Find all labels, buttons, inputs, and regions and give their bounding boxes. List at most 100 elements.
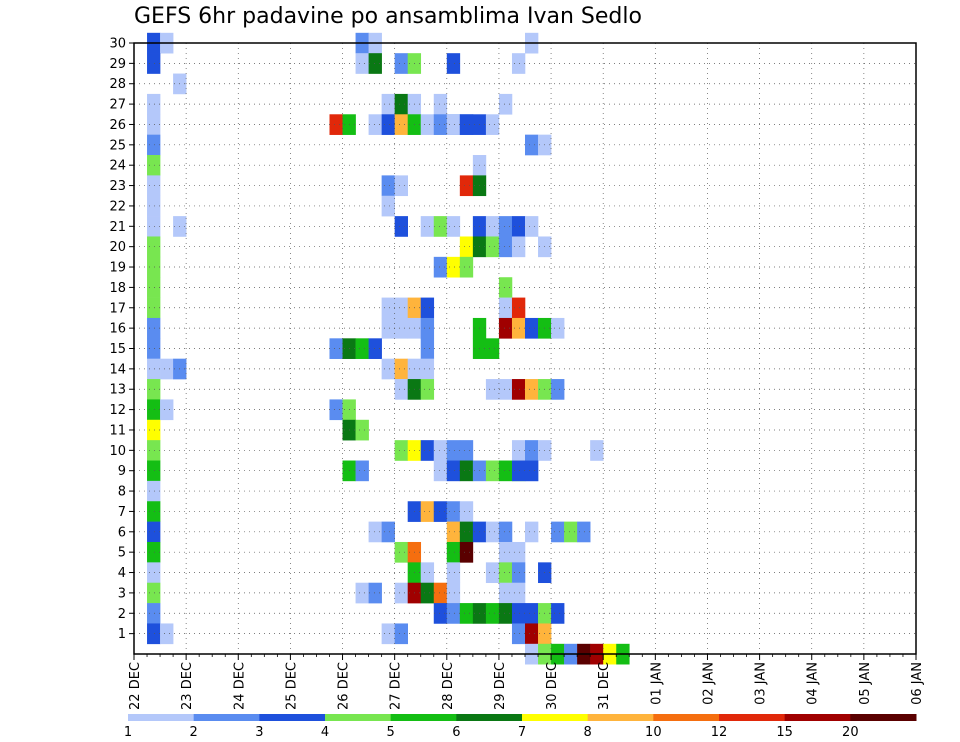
heatmap-cell xyxy=(381,93,395,115)
heatmap-cell xyxy=(420,338,435,359)
y-tick-label: 10 xyxy=(109,444,126,459)
legend-level-label: 10 xyxy=(645,725,662,740)
heatmap-cell xyxy=(420,582,435,604)
y-tick-label: 28 xyxy=(109,77,126,92)
heatmap-cell xyxy=(498,460,513,482)
legend-color-swatch xyxy=(522,714,589,721)
heatmap-cell xyxy=(420,317,435,339)
heatmap-cell xyxy=(511,379,526,400)
heatmap-cell xyxy=(446,541,461,563)
heatmap-cell xyxy=(498,216,513,237)
legend-level-label: 2 xyxy=(190,725,198,740)
x-tick-label: 02 JAN xyxy=(701,662,716,705)
heatmap-cell xyxy=(446,460,461,482)
heatmap-cell xyxy=(147,480,161,502)
legend-level-label: 5 xyxy=(387,725,395,740)
heatmap-cell xyxy=(381,358,395,380)
y-axis: 1234567891011121314151617181920212223242… xyxy=(109,37,134,642)
heatmap-cell xyxy=(485,338,500,359)
y-tick-label: 3 xyxy=(118,586,126,601)
heatmap-cell xyxy=(147,53,161,74)
heatmap-cell xyxy=(394,297,408,319)
legend-level-label: 6 xyxy=(452,725,460,740)
heatmap-cell xyxy=(394,379,408,400)
heatmap-cell xyxy=(459,603,474,624)
heatmap-cell xyxy=(485,379,500,400)
x-tick-label: 06 JAN xyxy=(910,662,925,705)
heatmap-cell xyxy=(394,358,408,380)
heatmap-cell xyxy=(147,501,161,522)
heatmap-cell xyxy=(368,114,382,135)
heatmap-cell xyxy=(368,582,382,604)
heatmap-cell xyxy=(368,53,382,74)
x-tick-label: 26 DEC xyxy=(337,662,352,710)
heatmap-cell xyxy=(511,541,526,563)
heatmap-cell xyxy=(355,53,369,74)
heatmap-cell xyxy=(420,297,435,319)
heatmap-cell xyxy=(525,460,539,482)
heatmap-cell xyxy=(498,603,513,624)
heatmap-cell xyxy=(329,114,343,135)
heatmap-cell xyxy=(498,277,513,298)
y-tick-label: 24 xyxy=(109,159,126,174)
heatmap-cell xyxy=(381,317,395,339)
legend-level-label: 8 xyxy=(584,725,592,740)
heatmap-cell xyxy=(525,317,539,339)
heatmap-cell xyxy=(446,562,461,584)
x-axis: 22 DEC 23 DEC 24 DEC 25 DEC 26 DEC 27 DEC 28 D… xyxy=(128,654,925,710)
heatmap-cell xyxy=(160,358,174,380)
heatmap-cell xyxy=(420,562,435,584)
heatmap-cell xyxy=(564,521,578,543)
heatmap-cell xyxy=(498,521,513,543)
y-tick-label: 30 xyxy=(109,37,126,52)
heatmap-cell xyxy=(381,114,395,135)
heatmap-cell xyxy=(459,440,474,461)
y-tick-label: 7 xyxy=(118,505,126,520)
heatmap-cell xyxy=(147,603,161,624)
legend-level-label: 15 xyxy=(776,725,793,740)
heatmap-cell xyxy=(147,623,161,645)
y-tick-label: 5 xyxy=(118,546,126,561)
y-tick-label: 22 xyxy=(109,199,126,214)
heatmap-cell xyxy=(551,521,565,543)
y-tick-label: 25 xyxy=(109,138,126,153)
heatmap-cell xyxy=(147,419,161,441)
heatmap-cell xyxy=(511,440,526,461)
heatmap-cell xyxy=(498,236,513,258)
heatmap-cell xyxy=(147,195,161,217)
heatmap-cell xyxy=(147,317,161,339)
heatmap-cell xyxy=(420,501,435,522)
heatmap-cell xyxy=(433,582,448,604)
y-tick-label: 13 xyxy=(109,383,126,398)
heatmap-cell xyxy=(498,379,513,400)
heatmap-cell xyxy=(485,521,500,543)
y-tick-label: 20 xyxy=(109,240,126,255)
y-tick-label: 29 xyxy=(109,57,126,72)
color-legend: 1 2 3 4 5 6 7 8 10 12 15 20 xyxy=(124,714,917,740)
heatmap-cell xyxy=(511,562,526,584)
heatmap-cell xyxy=(525,134,539,156)
legend-level-label: 3 xyxy=(255,725,263,740)
x-tick-label: 04 JAN xyxy=(806,662,821,705)
heatmap-cell xyxy=(147,297,161,319)
heatmap-cell xyxy=(147,440,161,461)
legend-level-label: 12 xyxy=(711,725,728,740)
heatmap-cell xyxy=(394,440,408,461)
heatmap-cell xyxy=(394,317,408,339)
heatmap-cell xyxy=(147,338,161,359)
heatmap-cell xyxy=(355,338,369,359)
heatmap-cell xyxy=(446,501,461,522)
y-tick-label: 17 xyxy=(109,301,126,316)
heatmap-cell xyxy=(147,277,161,298)
y-tick-label: 4 xyxy=(118,566,126,581)
legend-color-swatch xyxy=(653,714,720,721)
heatmap-cell xyxy=(433,256,448,278)
heatmap-cell xyxy=(511,603,526,624)
heatmap-cell xyxy=(355,582,369,604)
heatmap-cell xyxy=(368,338,382,359)
heatmap-cell xyxy=(485,216,500,237)
x-tick-label: 29 DEC xyxy=(493,662,508,710)
y-tick-label: 18 xyxy=(109,281,126,296)
heatmap-cell xyxy=(147,358,161,380)
heatmap-cell xyxy=(394,582,408,604)
